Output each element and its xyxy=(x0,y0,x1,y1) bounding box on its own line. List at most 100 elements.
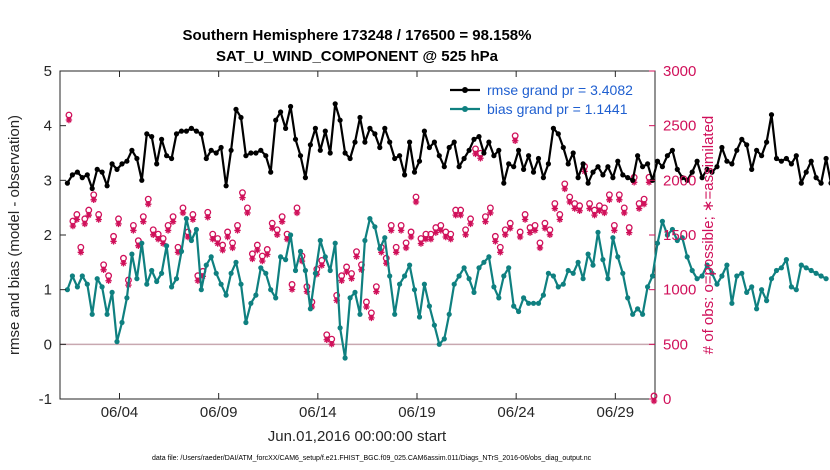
obs-point xyxy=(115,215,122,228)
bias-point xyxy=(233,259,239,265)
obs-assimilated-marker xyxy=(264,251,271,258)
rmse-point xyxy=(362,139,368,145)
rmse-point xyxy=(778,158,785,164)
obs-assimilated-marker xyxy=(269,225,276,232)
bias-point xyxy=(813,270,819,276)
obs-point xyxy=(248,250,256,263)
obs-point xyxy=(353,248,360,260)
bias-point xyxy=(689,267,695,274)
rmse-point xyxy=(610,175,616,181)
bias-point xyxy=(778,265,785,271)
legend-swatch-marker xyxy=(462,106,468,112)
bias-point xyxy=(664,232,671,238)
bias-point xyxy=(466,276,472,282)
obs-assimilated-marker xyxy=(487,209,494,217)
obs-assimilated-marker xyxy=(219,246,226,254)
rmse-point xyxy=(104,183,110,189)
obs-point xyxy=(139,213,147,225)
rmse-point xyxy=(238,114,244,121)
bias-point xyxy=(764,298,770,304)
rmse-point xyxy=(526,153,532,159)
obs-assimilated-marker xyxy=(95,216,102,223)
bias-point xyxy=(540,292,547,298)
legend: rmse grand pr = 3.4082 bias grand pr = 1.… xyxy=(446,79,651,119)
rmse-point xyxy=(813,175,819,181)
bias-point xyxy=(486,254,492,260)
obs-point xyxy=(556,211,564,223)
obs-assimilated-marker xyxy=(110,238,117,245)
bias-point xyxy=(535,300,542,306)
bias-point xyxy=(674,237,680,244)
bias-point xyxy=(530,300,537,306)
obs-assimilated-marker xyxy=(179,209,187,217)
bias-point xyxy=(347,295,353,301)
obs-point xyxy=(110,232,117,245)
obs-assimilated-marker xyxy=(105,277,112,284)
obs-point xyxy=(625,224,633,236)
bias-point xyxy=(397,281,403,287)
rmse-point xyxy=(486,139,492,145)
obs-assimilated-marker xyxy=(140,218,147,225)
rmse-point xyxy=(570,150,576,156)
bias-point xyxy=(808,267,814,274)
bias-point xyxy=(560,281,566,287)
obs-assimilated-marker xyxy=(616,196,623,204)
rmse-point xyxy=(198,131,204,137)
obs-point xyxy=(397,221,405,234)
bias-point xyxy=(223,292,229,298)
y-tick-label-left: 4 xyxy=(44,118,52,135)
rmse-point xyxy=(749,166,755,172)
bias-point xyxy=(773,267,780,274)
bias-point xyxy=(431,322,437,328)
bias-point xyxy=(332,240,338,246)
bias-point xyxy=(496,295,502,301)
obs-point xyxy=(620,204,628,217)
rmse-point xyxy=(278,109,284,115)
obs-assimilated-marker xyxy=(303,288,311,295)
bias-point xyxy=(783,257,790,263)
bias-point xyxy=(729,300,735,306)
rmse-point xyxy=(689,169,695,175)
obs-point xyxy=(234,221,241,234)
bias-point xyxy=(441,336,447,342)
obs-point xyxy=(174,243,182,256)
obs-point xyxy=(516,228,524,241)
rmse-point xyxy=(327,150,333,156)
obs-point xyxy=(77,243,85,256)
obs-point xyxy=(204,208,212,221)
obs-point xyxy=(65,111,73,124)
bias-point xyxy=(411,287,418,293)
obs-assimilated-marker xyxy=(184,233,192,241)
rmse-point xyxy=(139,177,145,183)
rmse-point xyxy=(154,161,160,167)
obs-assimilated-marker xyxy=(81,220,88,228)
bias-point xyxy=(416,314,423,320)
obs-assimilated-marker xyxy=(348,275,355,282)
obs-assimilated-marker xyxy=(482,218,489,225)
bias-point xyxy=(630,311,636,317)
obs-assimilated-marker xyxy=(283,235,291,243)
obs-point xyxy=(462,226,470,239)
obs-assimilated-marker xyxy=(427,235,435,243)
obs-point xyxy=(243,204,251,217)
obs-assimilated-marker xyxy=(536,244,544,252)
rmse-point xyxy=(218,144,224,151)
rmse-point xyxy=(307,142,313,148)
obs-point xyxy=(457,206,465,219)
obs-point xyxy=(447,230,455,243)
rmse-point xyxy=(129,147,135,153)
rmse-point xyxy=(565,161,571,167)
bias-point xyxy=(570,270,576,276)
obs-assimilated-marker xyxy=(541,225,549,232)
rmse-point xyxy=(342,150,348,156)
obs-point xyxy=(467,215,474,228)
obs-point xyxy=(328,335,336,348)
rmse-point xyxy=(64,180,70,186)
rmse-point xyxy=(203,155,209,162)
obs-assimilated-marker xyxy=(194,277,202,284)
obs-assimilated-marker xyxy=(511,137,519,144)
obs-point xyxy=(159,235,167,247)
rmse-point xyxy=(704,166,710,172)
obs-assimilated-marker xyxy=(635,205,643,212)
obs-point xyxy=(372,283,380,295)
